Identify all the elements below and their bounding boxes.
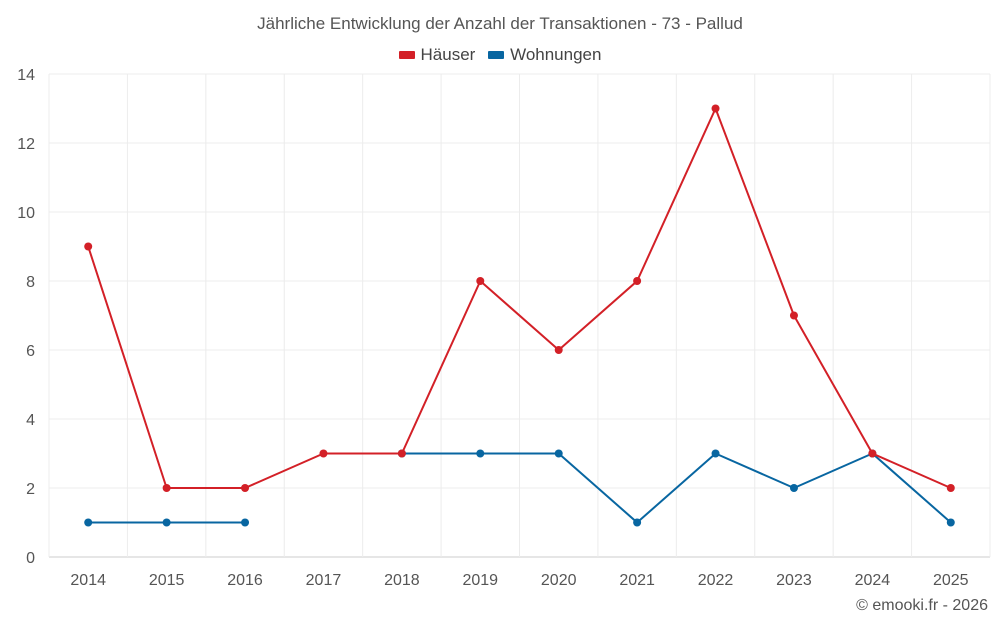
data-point[interactable] — [162, 484, 171, 492]
grid-lines — [48, 73, 991, 558]
chart-title: Jährliche Entwicklung der Anzahl der Tra… — [257, 14, 743, 33]
x-tick-label: 2018 — [384, 572, 420, 589]
x-tick-label: 2019 — [462, 572, 498, 589]
data-point[interactable] — [397, 449, 406, 458]
x-tick-label: 2014 — [70, 572, 106, 589]
y-tick-label: 4 — [26, 412, 35, 429]
data-point[interactable] — [241, 518, 250, 527]
y-tick-label: 12 — [17, 136, 35, 153]
data-point[interactable] — [476, 277, 485, 285]
legend-item-apartments[interactable]: Wohnungen — [488, 45, 601, 65]
x-tick-label: 2022 — [698, 572, 734, 589]
data-point[interactable] — [319, 449, 328, 458]
data-point[interactable] — [554, 346, 563, 354]
data-point[interactable] — [554, 449, 563, 458]
x-tick-label: 2024 — [855, 572, 891, 589]
legend-swatch-houses — [398, 51, 415, 59]
data-point[interactable] — [711, 449, 720, 458]
series-group — [84, 104, 955, 527]
x-tick-label: 2015 — [149, 572, 185, 589]
x-tick-label: 2023 — [776, 572, 812, 589]
x-tick-label: 2021 — [619, 572, 655, 589]
y-tick-label: 10 — [17, 205, 35, 222]
legend-item-houses[interactable]: Häuser — [398, 45, 476, 65]
data-point[interactable] — [868, 449, 877, 458]
x-tick-label: 2020 — [541, 572, 577, 589]
legend-label-apartments: Wohnungen — [510, 45, 602, 64]
y-tick-label: 6 — [26, 343, 35, 360]
series-Häuser — [84, 104, 955, 492]
credit-text: © emooki.fr - 2026 — [856, 597, 988, 614]
x-tick-label: 2017 — [306, 572, 342, 589]
data-point[interactable] — [789, 484, 798, 492]
data-point[interactable] — [476, 449, 485, 458]
data-point[interactable] — [711, 104, 720, 113]
data-point[interactable] — [241, 484, 250, 492]
data-point[interactable] — [633, 277, 642, 285]
y-tick-label: 14 — [17, 67, 35, 84]
y-tick-label: 0 — [26, 550, 35, 567]
data-point[interactable] — [946, 484, 955, 492]
legend-label-houses: Häuser — [420, 45, 476, 64]
data-point[interactable] — [946, 518, 955, 527]
y-tick-label: 8 — [26, 274, 35, 291]
data-point[interactable] — [162, 518, 171, 527]
data-point[interactable] — [84, 242, 93, 251]
y-tick-label: 2 — [26, 481, 35, 498]
series-line — [87, 107, 952, 489]
chart-legend: Häuser Wohnungen — [0, 44, 1000, 65]
series-line — [401, 452, 952, 524]
data-point[interactable] — [789, 311, 798, 320]
axes: 0 2 4 6 8 10 12 14 2014 2015 2016 2017 2018 2019 2020 2… — [17, 67, 968, 589]
x-tick-label: 2016 — [227, 572, 263, 589]
data-point[interactable] — [84, 518, 93, 527]
legend-swatch-apartments — [488, 51, 505, 59]
data-point[interactable] — [633, 518, 642, 527]
x-tick-label: 2025 — [933, 572, 969, 589]
